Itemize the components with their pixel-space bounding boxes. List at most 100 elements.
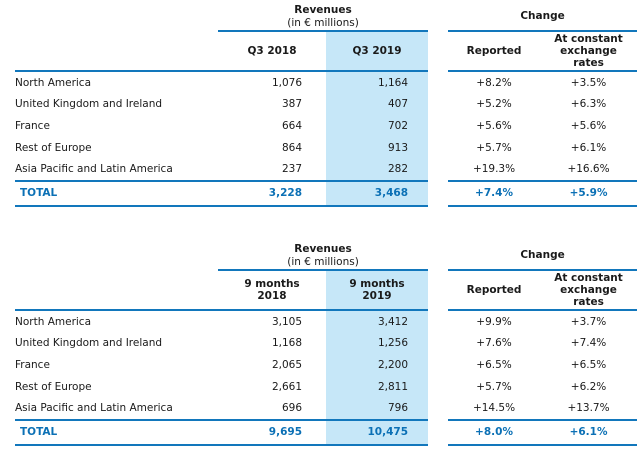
reported-change: +5.2%: [476, 98, 512, 111]
total-label: TOTAL: [15, 179, 218, 207]
reported-change: +5.7%: [476, 380, 512, 393]
prev-period-value: 696: [281, 402, 302, 415]
curr-period-value: 3,412: [326, 309, 429, 333]
column-gap: [428, 136, 449, 159]
constant-change: +6.1%: [570, 141, 607, 154]
curr-period-value: 1,256: [326, 332, 429, 355]
col-header-constant-rates: At constant exchange rates: [540, 269, 638, 311]
column-gap: [428, 180, 449, 206]
column-gap: [428, 3, 448, 31]
row-label: France: [15, 119, 50, 132]
column-gap: [428, 354, 449, 376]
constant-change: +6.2%: [570, 380, 607, 393]
table-row-uk-ireland: United Kingdom and Ireland 1,168 1,256 +…: [15, 332, 637, 355]
table-row-uk-ireland: United Kingdom and Ireland 387 407 +5.2%…: [15, 93, 637, 116]
col-header-reported: Reported: [448, 31, 541, 72]
prev-period-value: 237: [281, 163, 302, 176]
col-header-label: Q3 2019: [352, 45, 402, 57]
total-prev-value: 3,228: [218, 179, 326, 207]
revenues-group-header: Revenues (in € millions): [218, 241, 429, 271]
change-title: Change: [520, 248, 565, 261]
spacer-cell: [15, 3, 218, 31]
reported-change: +5.6%: [476, 119, 512, 132]
col-header-constant-rates: At constant exchange rates: [540, 31, 638, 72]
table-row-asia-pacific-latam: Asia Pacific and Latin America 237 282 +…: [15, 158, 637, 181]
constant-change: +5.6%: [570, 119, 607, 132]
group-header-row: Revenues (in € millions) Change: [15, 241, 638, 271]
q3-revenue-table: Revenues (in € millions) Change Q3 2018 …: [15, 3, 638, 207]
total-reported-change: +8.0%: [448, 418, 541, 446]
change-title: Change: [520, 10, 565, 22]
prev-period-value: 2,661: [271, 380, 302, 393]
col-header-reported: Reported: [448, 269, 541, 311]
table-row-france: France 2,065 2,200 +6.5% +6.5%: [15, 354, 637, 376]
table-row-asia-pacific-latam: Asia Pacific and Latin America 696 796 +…: [15, 397, 637, 420]
col-header-label: 9 months 2019: [349, 277, 405, 302]
prev-period-value: 1,076: [271, 76, 302, 89]
column-gap: [428, 419, 449, 445]
curr-period-value: 1,164: [326, 71, 429, 94]
constant-change: +16.6%: [567, 163, 610, 176]
total-label: TOTAL: [15, 418, 218, 446]
row-label: North America: [15, 315, 92, 328]
total-reported-change: +7.4%: [448, 179, 541, 207]
reported-change: +5.7%: [476, 141, 512, 154]
constant-change: +7.4%: [570, 337, 607, 350]
prev-period-value: 1,168: [271, 337, 302, 350]
curr-period-value: 913: [326, 136, 429, 159]
row-label-header-empty: [15, 269, 218, 311]
row-label: Asia Pacific and Latin America: [15, 163, 173, 176]
curr-period-value: 2,811: [326, 375, 429, 398]
change-group-header: Change: [448, 241, 638, 271]
group-header-row: Revenues (in € millions) Change: [15, 3, 638, 32]
col-header-label: 9 months 2018: [244, 277, 300, 302]
revenues-title: Revenues: [294, 242, 352, 255]
total-prev-value: 9,695: [218, 418, 326, 446]
column-gap: [428, 115, 449, 137]
col-header-label: Reported: [466, 45, 522, 57]
row-label: United Kingdom and Ireland: [15, 337, 163, 350]
prev-period-value: 664: [281, 119, 302, 132]
column-gap: [428, 93, 449, 116]
row-label: Rest of Europe: [15, 380, 92, 393]
column-header-row: Q3 2018 Q3 2019 Reported At constant exc…: [15, 31, 638, 72]
column-gap: [428, 158, 449, 181]
curr-period-value: 282: [326, 158, 429, 181]
prev-period-value: 2,065: [271, 358, 302, 371]
col-header-q3-2018: Q3 2018: [218, 31, 326, 72]
constant-change: +3.7%: [570, 315, 607, 328]
column-gap: [428, 31, 449, 71]
revenues-unit-note: (in € millions): [287, 255, 359, 268]
reported-change: +6.5%: [476, 358, 512, 371]
column-gap: [428, 71, 449, 94]
row-label: France: [15, 358, 50, 371]
row-label: Rest of Europe: [15, 141, 92, 154]
change-group-header: Change: [448, 3, 638, 32]
row-label: United Kingdom and Ireland: [15, 98, 163, 111]
column-gap: [428, 242, 448, 270]
col-header-label: Reported: [466, 283, 522, 296]
reported-change: +7.6%: [476, 337, 512, 350]
table-row-north-america: North America 3,105 3,412 +9.9% +3.7%: [15, 309, 637, 333]
curr-period-value: 407: [326, 93, 429, 116]
prev-period-value: 3,105: [271, 315, 302, 328]
row-label: North America: [15, 76, 92, 89]
total-constant-change: +5.9%: [540, 179, 638, 207]
total-row: TOTAL 9,695 10,475 +8.0% +6.1%: [15, 418, 638, 446]
col-header-label: Q3 2018: [247, 45, 297, 57]
column-gap: [428, 269, 449, 310]
column-gap: [428, 309, 449, 333]
revenues-group-header: Revenues (in € millions): [218, 3, 429, 32]
prev-period-value: 864: [281, 141, 302, 154]
col-header-9m-2019: 9 months 2019: [326, 269, 429, 311]
column-gap: [428, 332, 449, 355]
column-gap: [428, 375, 449, 398]
reported-change: +9.9%: [476, 315, 512, 328]
spacer-cell: [15, 242, 218, 270]
col-header-q3-2019: Q3 2019: [326, 31, 429, 72]
row-label: Asia Pacific and Latin America: [15, 402, 173, 415]
table-row-rest-of-europe: Rest of Europe 864 913 +5.7% +6.1%: [15, 136, 637, 159]
table-row-north-america: North America 1,076 1,164 +8.2% +3.5%: [15, 71, 637, 94]
total-row: TOTAL 3,228 3,468 +7.4% +5.9%: [15, 179, 638, 207]
